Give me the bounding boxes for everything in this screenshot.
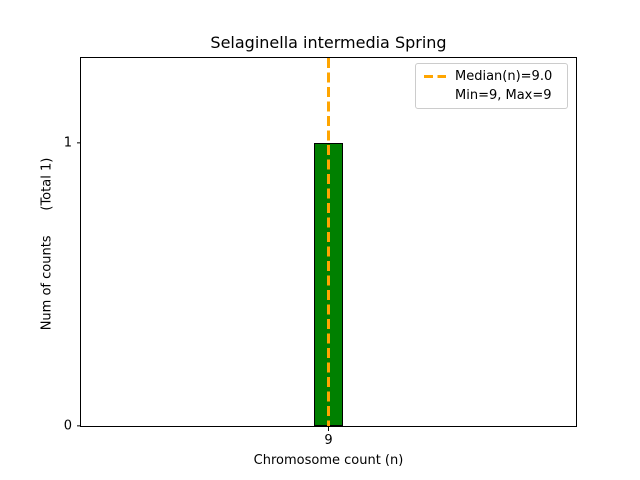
x-tick-mark (327, 427, 330, 431)
y-tick-label: 1 (63, 135, 72, 151)
median-line (327, 58, 330, 426)
legend-entry-minmax: Min=9, Max=9 (424, 86, 559, 105)
legend: Median(n)=9.0 Min=9, Max=9 (415, 63, 568, 109)
legend-label-minmax: Min=9, Max=9 (455, 88, 552, 103)
y-axis-label: Num of counts (Total 1) (39, 157, 55, 331)
legend-label-median: Median(n)=9.0 (455, 69, 553, 84)
plot-area: Median(n)=9.0 Min=9, Max=9 (80, 57, 577, 427)
legend-entry-median: Median(n)=9.0 (424, 67, 559, 86)
x-tick-label: 9 (324, 433, 333, 448)
y-tick-label: 0 (63, 418, 72, 434)
y-tick-mark (76, 142, 80, 144)
legend-sample-spacer (424, 94, 446, 97)
x-axis-label: Chromosome count (n) (253, 453, 404, 468)
chart-title: Selaginella intermedia Spring (210, 33, 447, 52)
dashed-line-sample-icon (424, 75, 446, 78)
y-tick-mark (76, 425, 80, 427)
